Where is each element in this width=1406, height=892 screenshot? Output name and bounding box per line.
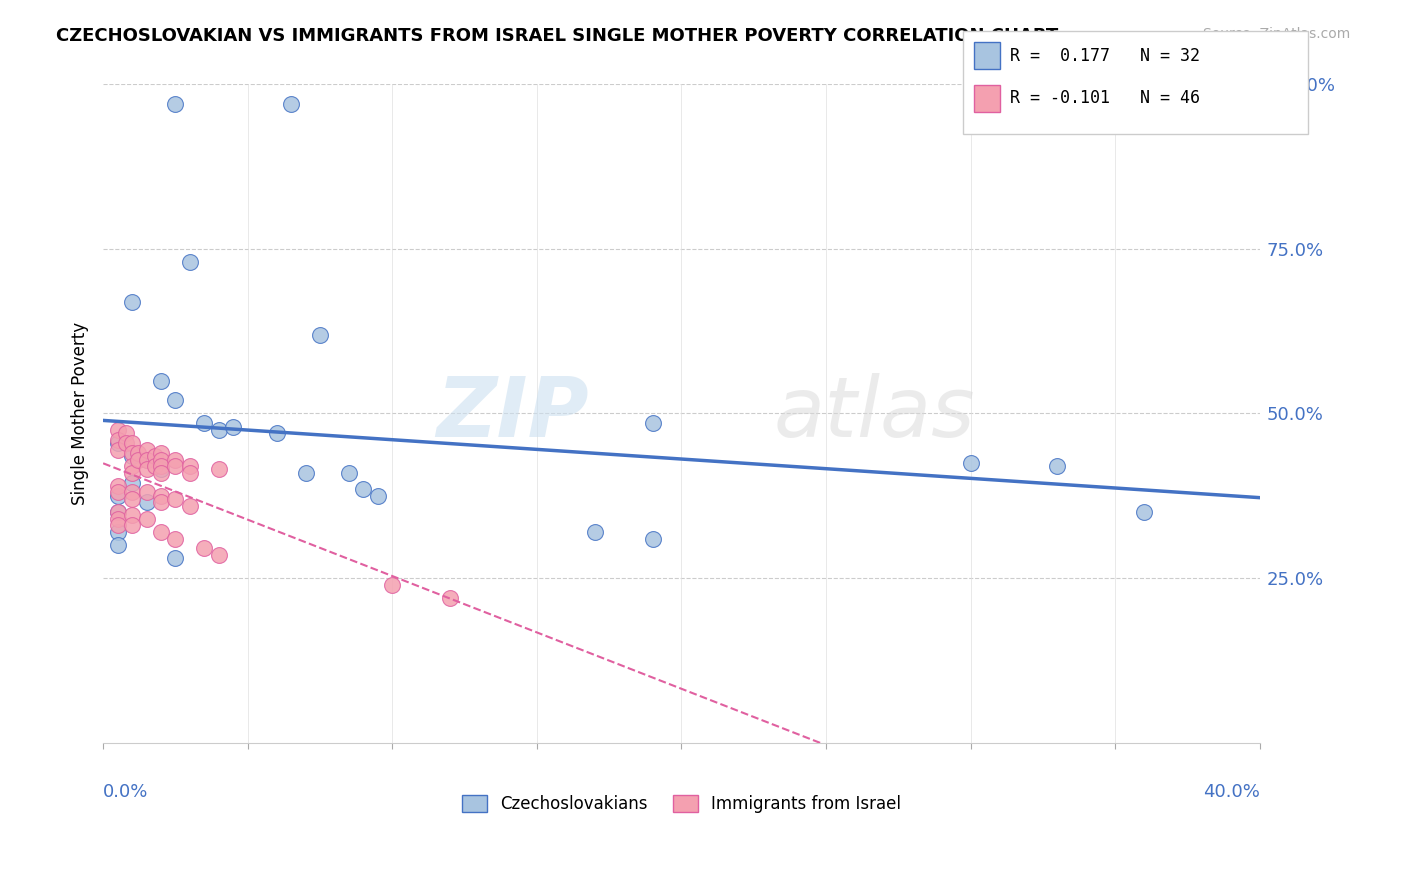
Text: atlas: atlas <box>775 373 976 454</box>
Point <box>208 462 231 476</box>
Point <box>115 436 138 450</box>
Point <box>193 417 215 431</box>
Point <box>107 423 129 437</box>
Point <box>107 512 129 526</box>
Point <box>1133 505 1156 519</box>
Point <box>135 452 157 467</box>
Point <box>352 482 374 496</box>
Point <box>179 459 201 474</box>
Point <box>208 423 231 437</box>
Point <box>165 532 187 546</box>
Point <box>107 442 129 457</box>
Point <box>107 505 129 519</box>
Point <box>149 524 172 539</box>
Point <box>121 491 143 506</box>
Point <box>439 591 461 605</box>
Point <box>959 456 981 470</box>
Point <box>266 426 288 441</box>
Point <box>121 436 143 450</box>
Text: 0.0%: 0.0% <box>103 782 149 801</box>
Point <box>193 541 215 556</box>
Point <box>179 466 201 480</box>
Point <box>107 485 129 500</box>
Text: R =  0.177   N = 32: R = 0.177 N = 32 <box>1010 47 1199 65</box>
Text: 40.0%: 40.0% <box>1204 782 1260 801</box>
Point <box>107 479 129 493</box>
Y-axis label: Single Mother Poverty: Single Mother Poverty <box>72 322 89 505</box>
Point <box>121 475 143 490</box>
Point <box>135 442 157 457</box>
Point <box>135 512 157 526</box>
Point <box>149 459 172 474</box>
Point <box>149 452 172 467</box>
Point <box>127 452 149 467</box>
Point <box>107 538 129 552</box>
Legend: Czechoslovakians, Immigrants from Israel: Czechoslovakians, Immigrants from Israel <box>456 789 908 820</box>
Point <box>107 505 129 519</box>
Point <box>165 452 187 467</box>
Point <box>165 97 187 112</box>
Point <box>309 327 332 342</box>
Point <box>143 459 166 474</box>
Point <box>107 433 129 447</box>
Point <box>107 518 129 533</box>
Point <box>208 548 231 562</box>
Point <box>337 466 360 480</box>
Point <box>149 462 172 476</box>
Point <box>367 489 389 503</box>
Point <box>641 417 664 431</box>
Point <box>222 419 245 434</box>
Point <box>641 532 664 546</box>
Point <box>135 485 157 500</box>
Point <box>127 446 149 460</box>
Text: Source: ZipAtlas.com: Source: ZipAtlas.com <box>1202 27 1350 41</box>
Point <box>280 97 302 112</box>
Point <box>149 495 172 509</box>
Point <box>121 485 143 500</box>
Point <box>149 466 172 480</box>
Point <box>121 518 143 533</box>
Point <box>135 452 157 467</box>
Point <box>179 499 201 513</box>
Point <box>107 524 129 539</box>
Text: R = -0.101   N = 46: R = -0.101 N = 46 <box>1010 89 1199 107</box>
Point <box>381 577 404 591</box>
Point <box>583 524 606 539</box>
Point <box>121 294 143 309</box>
Text: CZECHOSLOVAKIAN VS IMMIGRANTS FROM ISRAEL SINGLE MOTHER POVERTY CORRELATION CHAR: CZECHOSLOVAKIAN VS IMMIGRANTS FROM ISRAE… <box>56 27 1059 45</box>
Point <box>165 551 187 566</box>
Point <box>121 466 143 480</box>
Point <box>115 426 138 441</box>
Point <box>121 446 143 460</box>
Point <box>107 489 129 503</box>
Point <box>179 255 201 269</box>
Point <box>121 459 143 474</box>
Point <box>294 466 316 480</box>
Text: ZIP: ZIP <box>436 373 589 454</box>
Point <box>1046 459 1069 474</box>
Point <box>149 489 172 503</box>
Point <box>149 446 172 460</box>
Point <box>165 459 187 474</box>
Point <box>121 449 143 463</box>
Point <box>135 495 157 509</box>
Point <box>121 508 143 523</box>
Point <box>107 436 129 450</box>
Point <box>165 393 187 408</box>
Point <box>149 374 172 388</box>
Point <box>143 449 166 463</box>
Point <box>135 462 157 476</box>
Point <box>165 491 187 506</box>
